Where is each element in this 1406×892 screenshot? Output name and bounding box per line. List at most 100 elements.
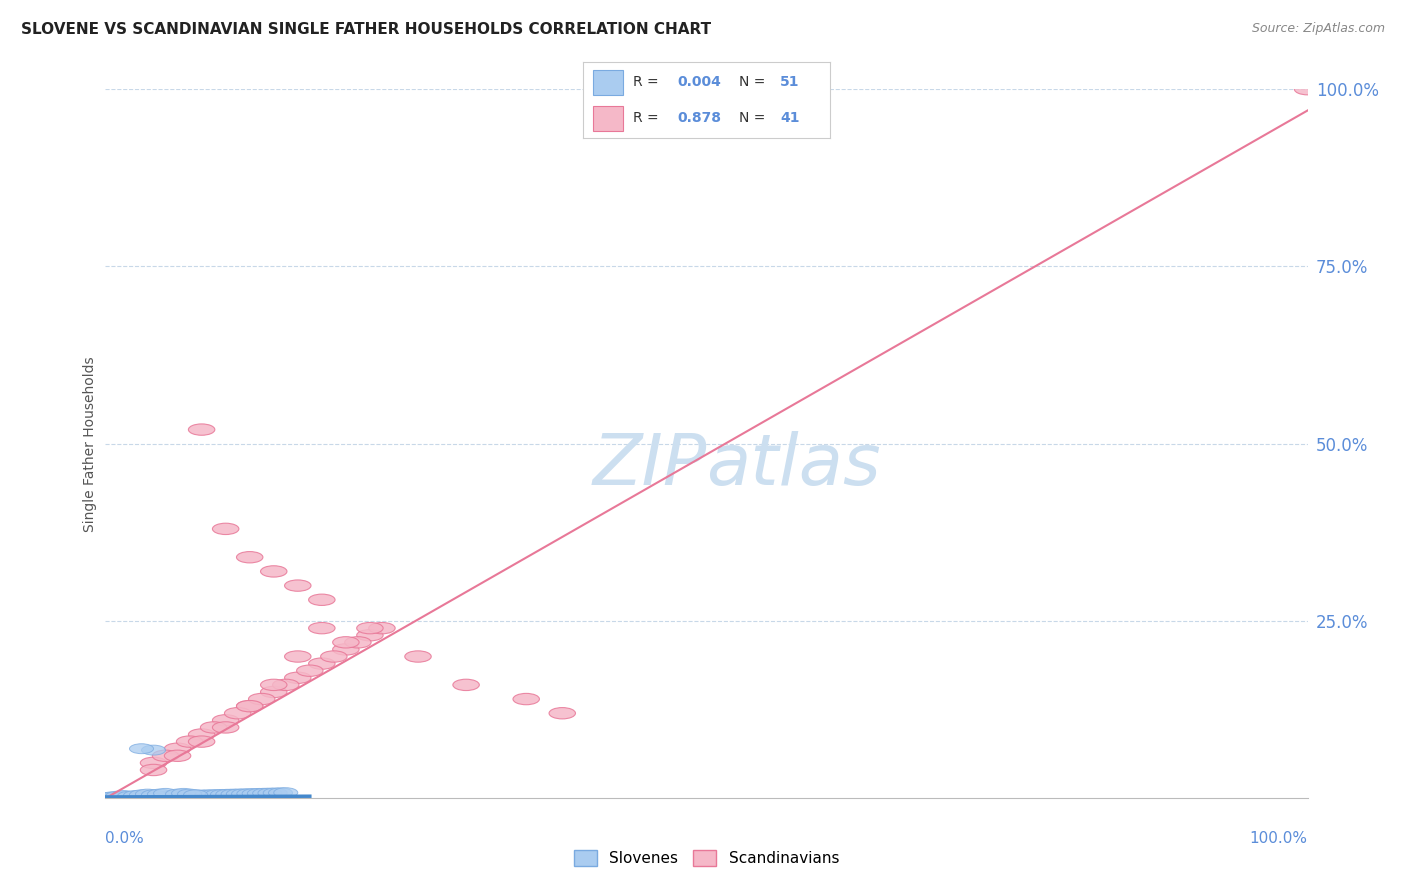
Ellipse shape [333, 637, 359, 648]
Ellipse shape [188, 424, 215, 435]
Ellipse shape [174, 790, 198, 800]
Ellipse shape [111, 790, 135, 800]
Ellipse shape [205, 789, 229, 799]
Ellipse shape [308, 623, 335, 634]
Ellipse shape [260, 679, 287, 690]
Text: 100.0%: 100.0% [1250, 831, 1308, 847]
Ellipse shape [284, 580, 311, 591]
Ellipse shape [260, 566, 287, 577]
Ellipse shape [253, 789, 277, 798]
Ellipse shape [148, 789, 172, 799]
Ellipse shape [190, 790, 214, 800]
Ellipse shape [188, 736, 215, 747]
Ellipse shape [118, 791, 142, 801]
Ellipse shape [153, 791, 177, 801]
Ellipse shape [273, 679, 299, 690]
Ellipse shape [105, 792, 129, 802]
Ellipse shape [163, 791, 187, 801]
Ellipse shape [405, 651, 432, 662]
Ellipse shape [236, 551, 263, 563]
Text: 0.878: 0.878 [678, 111, 721, 125]
Ellipse shape [200, 789, 224, 799]
Ellipse shape [269, 788, 292, 797]
Ellipse shape [513, 693, 540, 705]
Ellipse shape [308, 594, 335, 606]
Ellipse shape [357, 630, 384, 641]
Ellipse shape [297, 665, 323, 676]
Ellipse shape [94, 793, 118, 803]
Ellipse shape [242, 789, 266, 798]
Text: 51: 51 [780, 75, 800, 89]
Ellipse shape [236, 700, 263, 712]
Ellipse shape [249, 693, 276, 705]
Ellipse shape [121, 792, 145, 802]
Ellipse shape [308, 658, 335, 669]
Ellipse shape [368, 623, 395, 634]
Text: 0.0%: 0.0% [105, 831, 145, 847]
Ellipse shape [212, 524, 239, 534]
Ellipse shape [225, 707, 250, 719]
Text: 0.004: 0.004 [678, 75, 721, 89]
Ellipse shape [165, 743, 191, 755]
Ellipse shape [1295, 84, 1320, 95]
Ellipse shape [152, 750, 179, 762]
Text: R =: R = [633, 111, 658, 125]
Ellipse shape [344, 637, 371, 648]
FancyBboxPatch shape [593, 105, 623, 130]
Ellipse shape [100, 792, 124, 803]
Ellipse shape [111, 792, 135, 802]
Ellipse shape [194, 790, 219, 800]
Ellipse shape [284, 651, 311, 662]
Ellipse shape [100, 792, 124, 802]
Text: Source: ZipAtlas.com: Source: ZipAtlas.com [1251, 22, 1385, 36]
Text: SLOVENE VS SCANDINAVIAN SINGLE FATHER HOUSEHOLDS CORRELATION CHART: SLOVENE VS SCANDINAVIAN SINGLE FATHER HO… [21, 22, 711, 37]
Ellipse shape [215, 789, 240, 799]
Text: N =: N = [738, 75, 765, 89]
Ellipse shape [166, 789, 190, 799]
Ellipse shape [115, 792, 139, 802]
Ellipse shape [453, 679, 479, 690]
Ellipse shape [165, 750, 191, 762]
Legend: Slovenes, Scandinavians: Slovenes, Scandinavians [568, 844, 845, 872]
Ellipse shape [157, 791, 181, 801]
Ellipse shape [148, 791, 172, 801]
Ellipse shape [184, 789, 208, 800]
Ellipse shape [184, 790, 208, 800]
Ellipse shape [232, 789, 256, 799]
Ellipse shape [211, 789, 235, 799]
FancyBboxPatch shape [593, 70, 623, 95]
Ellipse shape [333, 644, 359, 655]
Text: 41: 41 [780, 111, 800, 125]
Ellipse shape [132, 791, 156, 802]
Ellipse shape [357, 623, 384, 634]
Ellipse shape [548, 707, 575, 719]
Ellipse shape [236, 700, 263, 712]
Ellipse shape [129, 789, 153, 800]
Ellipse shape [263, 788, 287, 798]
Ellipse shape [260, 686, 287, 698]
Ellipse shape [169, 790, 193, 800]
Ellipse shape [142, 791, 166, 801]
Ellipse shape [153, 789, 177, 798]
Ellipse shape [226, 789, 250, 799]
Ellipse shape [188, 729, 215, 740]
Ellipse shape [257, 789, 283, 798]
Text: ZIP: ZIP [592, 431, 707, 500]
Ellipse shape [221, 789, 245, 799]
Ellipse shape [179, 790, 202, 800]
Text: R =: R = [633, 75, 658, 89]
Ellipse shape [124, 790, 148, 800]
Ellipse shape [136, 791, 160, 801]
Ellipse shape [142, 789, 166, 800]
Ellipse shape [321, 651, 347, 662]
Ellipse shape [177, 789, 201, 799]
Ellipse shape [129, 744, 153, 754]
Text: atlas: atlas [707, 431, 882, 500]
Ellipse shape [135, 789, 159, 799]
Ellipse shape [201, 722, 226, 733]
Ellipse shape [284, 672, 311, 683]
Ellipse shape [172, 789, 195, 798]
Ellipse shape [127, 792, 150, 802]
Text: N =: N = [738, 111, 765, 125]
Ellipse shape [274, 788, 298, 797]
